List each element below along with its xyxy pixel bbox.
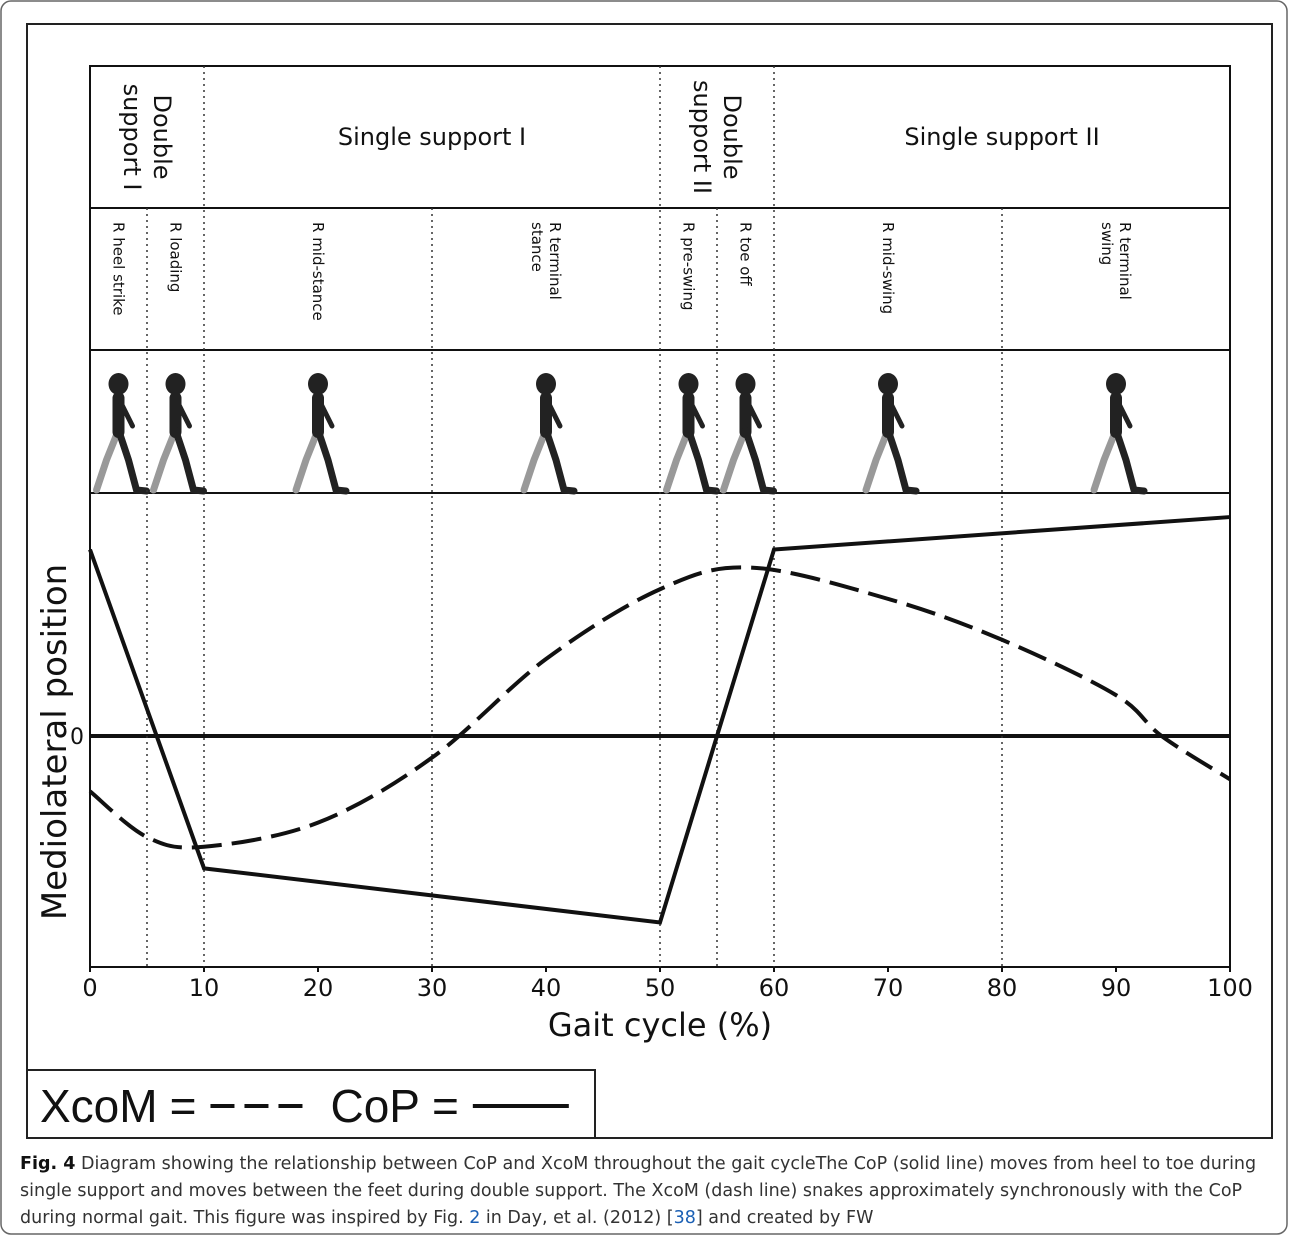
walker-figure bbox=[97, 373, 147, 491]
walker-figure bbox=[296, 373, 346, 491]
walker-leg-front bbox=[546, 430, 574, 491]
caption-text: ] and created by FW bbox=[696, 1208, 874, 1228]
walker-leg-front bbox=[1116, 430, 1144, 491]
x-tick-label: 60 bbox=[759, 974, 790, 1002]
caption-link[interactable]: 2 bbox=[469, 1208, 480, 1228]
subphase-label: swing bbox=[1098, 222, 1116, 265]
x-tick-label: 80 bbox=[987, 974, 1018, 1002]
caption: Fig. 4 Diagram showing the relationship … bbox=[20, 1151, 1270, 1232]
walker-head bbox=[1106, 373, 1126, 395]
subphase-label: R heel strike bbox=[110, 222, 128, 316]
walker-leg-front bbox=[689, 430, 717, 491]
x-tick-label: 50 bbox=[645, 974, 676, 1002]
walker-head bbox=[308, 373, 328, 395]
subphase-label: R terminal bbox=[546, 222, 564, 300]
walker-head bbox=[536, 373, 556, 395]
walker-figure bbox=[154, 373, 204, 491]
phase-label: Single support II bbox=[904, 123, 1099, 151]
walker-leg-back bbox=[667, 430, 689, 490]
caption-label: Fig. 4 bbox=[20, 1154, 75, 1174]
figure: Gait cycle (%) Mediolateral position Xco… bbox=[0, 0, 1289, 1236]
legend-separator: = bbox=[170, 1080, 197, 1132]
walker-figure bbox=[1094, 373, 1144, 491]
figure-frame bbox=[1, 1, 1287, 1234]
x-tick-label: 20 bbox=[303, 974, 334, 1002]
walker-leg-back bbox=[154, 430, 176, 490]
walker-head bbox=[878, 373, 898, 395]
y-axis-label: Mediolateral position bbox=[35, 564, 75, 920]
subphase-label: R terminal bbox=[1116, 222, 1134, 300]
caption-link[interactable]: 38 bbox=[674, 1208, 696, 1228]
subphase-label: R loading bbox=[167, 222, 185, 292]
walker-leg-back bbox=[97, 430, 119, 490]
walker-head bbox=[109, 373, 129, 395]
panel-frame bbox=[27, 24, 1272, 1138]
phase-label: Double bbox=[718, 94, 746, 179]
x-axis-label: Gait cycle (%) bbox=[548, 1006, 772, 1044]
y-tick-label: 0 bbox=[70, 725, 84, 750]
subphase-label: R pre-swing bbox=[680, 222, 698, 310]
walker-figure bbox=[724, 373, 774, 491]
x-tick-label: 100 bbox=[1207, 974, 1253, 1002]
subphase-label: R toe off bbox=[737, 222, 755, 286]
walker-leg-front bbox=[746, 430, 774, 491]
walker-leg-back bbox=[1094, 430, 1116, 490]
walker-figure bbox=[866, 373, 916, 491]
x-tick-label: 10 bbox=[189, 974, 220, 1002]
walker-leg-front bbox=[176, 430, 204, 491]
legend-separator: = bbox=[432, 1080, 459, 1132]
walker-head bbox=[166, 373, 186, 395]
subphase-label: R mid-swing bbox=[879, 222, 897, 314]
walker-leg-back bbox=[866, 430, 888, 490]
subphase-label: stance bbox=[528, 222, 546, 272]
walker-leg-back bbox=[724, 430, 746, 490]
x-tick-label: 30 bbox=[417, 974, 448, 1002]
legend-label: CoP bbox=[330, 1080, 419, 1132]
subphase-label: R mid-stance bbox=[309, 222, 327, 321]
x-tick-label: 40 bbox=[531, 974, 562, 1002]
walker-leg-back bbox=[296, 430, 318, 490]
walker-leg-front bbox=[318, 430, 346, 491]
x-tick-label: 90 bbox=[1101, 974, 1132, 1002]
walker-figure bbox=[524, 373, 574, 491]
phase-label: support II bbox=[688, 80, 716, 194]
walker-leg-front bbox=[119, 430, 147, 491]
phase-label: Double bbox=[148, 94, 176, 179]
walker-head bbox=[679, 373, 699, 395]
caption-text: in Day, et al. (2012) [ bbox=[480, 1208, 673, 1228]
walker-leg-back bbox=[524, 430, 546, 490]
walker-head bbox=[736, 373, 756, 395]
x-tick-label: 0 bbox=[82, 974, 97, 1002]
phase-label: support I bbox=[118, 84, 146, 191]
x-tick-label: 70 bbox=[873, 974, 904, 1002]
phase-label: Single support I bbox=[338, 123, 526, 151]
page: Gait cycle (%) Mediolateral position Xco… bbox=[0, 0, 1289, 1236]
walker-leg-front bbox=[888, 430, 916, 491]
walker-figure bbox=[667, 373, 717, 491]
legend-label: XcoM bbox=[40, 1080, 158, 1132]
